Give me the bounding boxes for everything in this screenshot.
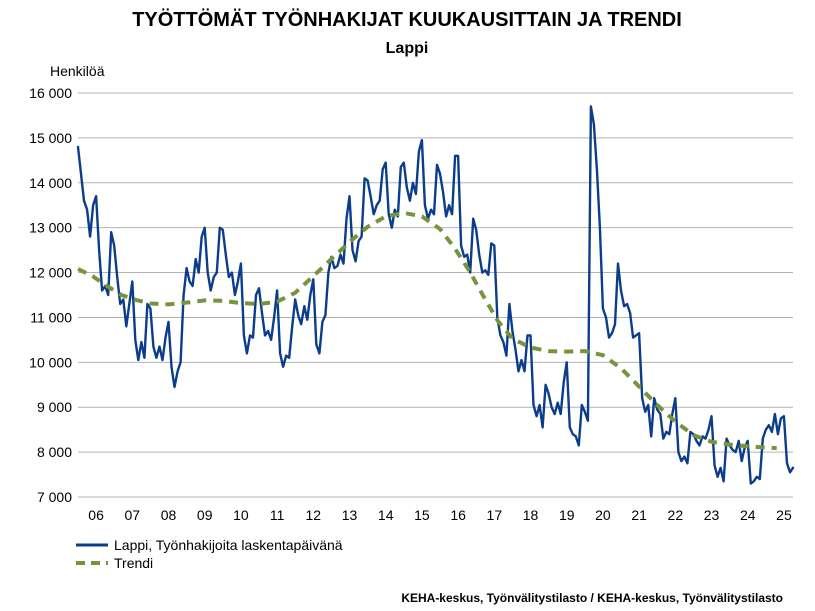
y-axis-label: Henkilöä bbox=[50, 63, 105, 79]
grid-lines bbox=[78, 92, 793, 498]
legend-label-series-1: Lappi, Työnhakijoita laskentapäivänä bbox=[114, 537, 343, 553]
x-tick-label: 13 bbox=[342, 507, 358, 523]
x-tick-label: 12 bbox=[306, 507, 322, 523]
y-tick-label: 9 000 bbox=[37, 399, 72, 415]
x-tick-label: 23 bbox=[704, 507, 720, 523]
y-tick-label: 7 000 bbox=[37, 489, 72, 505]
x-tick-label: 22 bbox=[668, 507, 684, 523]
y-tick-label: 8 000 bbox=[37, 444, 72, 460]
chart-subtitle: Lappi bbox=[386, 40, 429, 57]
y-tick-labels: 7 000 8 000 9 000 10 000 11 000 12 000 13 000 1… bbox=[29, 85, 72, 505]
y-tick-label: 16 000 bbox=[29, 85, 72, 101]
chart-title: TYÖTTÖMÄT TYÖNHAKIJAT KUUKAUSITTAIN JA T… bbox=[132, 8, 682, 31]
x-tick-label: 08 bbox=[161, 507, 177, 523]
x-tick-label: 18 bbox=[523, 507, 539, 523]
x-tick-label: 19 bbox=[559, 507, 575, 523]
series-layer bbox=[76, 105, 795, 485]
x-tick-label: 17 bbox=[487, 507, 503, 523]
x-tick-labels: 06 07 08 09 10 11 12 13 14 15 16 17 18 19 20 21 22 23 24 25 bbox=[88, 507, 792, 523]
x-tick-label: 15 bbox=[414, 507, 430, 523]
x-tick-label: 10 bbox=[233, 507, 249, 523]
legend-label-trend: Trendi bbox=[114, 555, 153, 571]
y-tick-label: 15 000 bbox=[29, 130, 72, 146]
x-tick-label: 09 bbox=[197, 507, 213, 523]
y-tick-label: 12 000 bbox=[29, 265, 72, 281]
x-tick-label: 25 bbox=[776, 507, 792, 523]
source-note: KEHA-keskus, Työnvälitystilasto / KEHA-k… bbox=[401, 591, 783, 605]
x-tick-label: 11 bbox=[270, 507, 285, 523]
y-tick-label: 13 000 bbox=[29, 220, 72, 236]
y-tick-label: 10 000 bbox=[29, 354, 72, 370]
x-tick-label: 21 bbox=[631, 507, 647, 523]
trend-line bbox=[77, 210, 777, 451]
x-tick-label: 16 bbox=[450, 507, 466, 523]
x-tick-label: 06 bbox=[88, 507, 104, 523]
x-tick-label: 24 bbox=[740, 507, 756, 523]
y-tick-label: 14 000 bbox=[29, 175, 72, 191]
x-tick-label: 20 bbox=[595, 507, 611, 523]
x-tick-label: 07 bbox=[125, 507, 141, 523]
x-tick-label: 14 bbox=[378, 507, 394, 523]
series-line bbox=[76, 105, 795, 485]
legend: Lappi, Työnhakijoita laskentapäivänä Tre… bbox=[76, 537, 343, 571]
y-tick-label: 11 000 bbox=[30, 309, 72, 325]
